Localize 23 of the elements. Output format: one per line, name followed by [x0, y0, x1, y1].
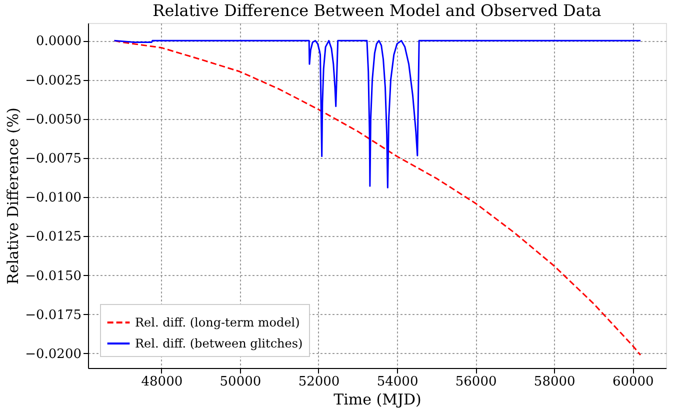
y-tick-label: −0.0200 [25, 346, 82, 362]
x-axis-title: Time (MJD) [334, 390, 422, 408]
y-tick-label: −0.0025 [25, 73, 82, 88]
legend-label: Rel. diff. (long-term model) [135, 316, 300, 330]
x-tick-label: 54000 [376, 374, 418, 390]
x-tick-label: 48000 [141, 374, 183, 390]
x-tick-label: 56000 [455, 374, 497, 390]
line-series [114, 40, 642, 188]
x-tick-label: 58000 [534, 374, 576, 390]
y-tick-label: −0.0125 [25, 230, 82, 245]
x-tick-label: 52000 [298, 374, 340, 390]
y-tick-label: −0.0100 [25, 190, 82, 206]
x-tick-label: 50000 [220, 374, 262, 390]
y-axis-title: Relative Difference (%) [4, 108, 22, 284]
line-series [114, 40, 642, 356]
chart-title: Relative Difference Between Model and Observed Data [152, 1, 602, 20]
legend-label: Rel. diff. (between glitches) [135, 336, 303, 350]
y-tick-label: −0.0050 [25, 112, 82, 128]
y-tick-label: −0.0150 [25, 268, 82, 284]
y-tick-label: 0.0000 [36, 34, 82, 50]
y-tick-label: −0.0175 [25, 308, 82, 323]
x-tick-label: 60000 [612, 374, 654, 390]
y-tick-label: −0.0075 [25, 151, 82, 166]
